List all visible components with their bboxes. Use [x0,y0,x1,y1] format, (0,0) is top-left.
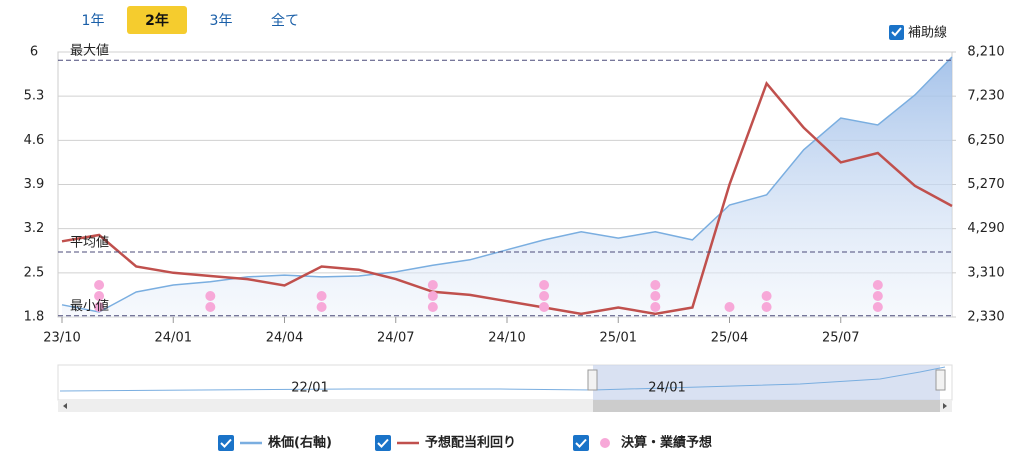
y-tick-label: 4.6 [24,133,45,148]
event-dot[interactable] [427,302,438,312]
y2-tick-label: 6,250 [967,133,1004,148]
range-button[interactable]: 全て [271,12,299,29]
check-icon [891,27,902,37]
y2-tick-label: 3,310 [967,265,1004,280]
check-icon [220,438,232,448]
event-dot[interactable] [650,291,661,301]
range-button[interactable]: 2年 [145,12,169,29]
active-button-bg[interactable] [127,6,187,34]
event-dot[interactable] [94,302,105,312]
guide-label: 補助線 [908,25,947,41]
event-dot[interactable] [872,291,883,301]
check-icon [377,438,389,448]
scrollbar-thumb[interactable] [593,400,940,412]
event-dot[interactable] [539,291,550,301]
y-tick-label: 6 [30,45,38,60]
event-dot[interactable] [94,291,105,301]
y-tick-label: 2.5 [24,265,45,280]
event-dot[interactable] [650,280,661,290]
reference-label: 平均値 [70,235,109,251]
x-tick-label: 24/10 [488,331,525,346]
event-dot[interactable] [650,302,661,312]
legend-checkbox[interactable] [573,435,589,451]
event-dot[interactable] [205,302,216,312]
y2-tick-label: 4,290 [967,221,1004,236]
x-tick-label: 24/04 [266,331,303,346]
y-tick-label: 1.8 [24,310,45,325]
legend-label: 予想配当利回り [425,435,516,451]
y2-tick-label: 8,210 [967,45,1004,60]
navigator-labels: 22/01 24/01 [291,381,685,396]
navigator-label: 24/01 [648,381,685,396]
legend-checkbox[interactable] [218,435,234,451]
event-dot[interactable] [316,291,327,301]
legend-checkbox[interactable] [375,435,391,451]
x-tick-label: 25/07 [822,331,859,346]
series-line [61,56,953,313]
legend-label: 決算・業績予想 [621,435,712,451]
event-dot[interactable] [761,302,772,312]
legend: 株価(右軸) 予想配当利回り 決算・業績予想 [218,435,712,451]
x-tick-label: 25/04 [711,331,748,346]
x-tick-label: 23/10 [43,331,80,346]
event-dot[interactable] [761,291,772,301]
navigator-handle[interactable] [587,369,598,391]
plot: 1.8 2.5 3.2 3.9 4.6 5.3 6 2,330 3,310 4,290 5,270 6… [24,43,1005,346]
price-area [62,57,952,317]
event-dot[interactable] [316,302,327,312]
event-dot[interactable] [539,280,550,290]
series-line [61,81,953,316]
event-dot[interactable] [539,302,550,312]
event-dot[interactable] [94,280,105,290]
check-icon [575,438,587,448]
guide-toggle[interactable]: 補助線 [889,25,947,41]
range-buttons: 1年 2年 3年 全て [82,6,299,34]
legend-swatch [600,438,610,448]
navigator-line [59,366,946,392]
y-tick-label: 3.2 [24,221,45,236]
reference-label: 最大値 [70,43,109,59]
event-dot[interactable] [724,302,735,312]
range-button[interactable]: 3年 [210,13,233,29]
navigator-handle[interactable] [935,369,946,391]
y2-tick-label: 5,270 [967,177,1004,192]
y-tick-label: 3.9 [24,177,45,192]
event-dot[interactable] [427,291,438,301]
navigator[interactable] [57,364,953,412]
legend-label: 株価(右軸) [268,435,332,451]
event-dot[interactable] [427,280,438,290]
event-dot[interactable] [872,280,883,290]
x-tick-label: 24/07 [377,331,414,346]
x-tick-label: 24/01 [155,331,192,346]
y2-tick-label: 2,330 [967,310,1004,325]
y2-tick-label: 7,230 [967,89,1004,104]
range-button[interactable]: 1年 [82,13,105,29]
event-dot[interactable] [872,302,883,312]
navigator-selection[interactable] [593,365,940,400]
event-dot[interactable] [205,291,216,301]
navigator-label: 22/01 [291,381,328,396]
y-tick-label: 5.3 [24,89,45,104]
reference-label: 最小値 [70,298,109,314]
x-tick-label: 25/01 [600,331,637,346]
